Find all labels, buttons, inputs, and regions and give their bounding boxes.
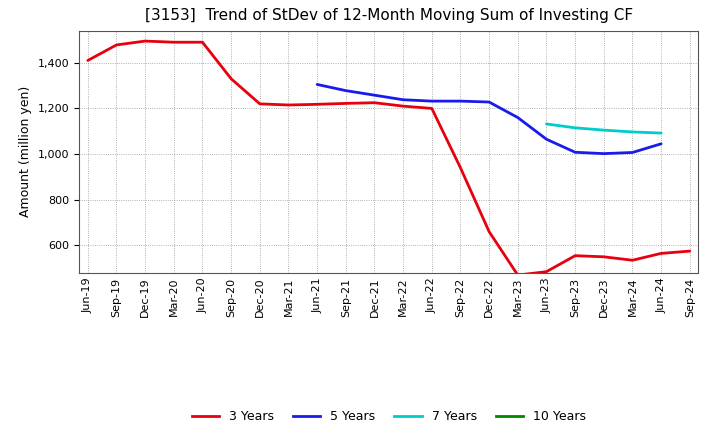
Title: [3153]  Trend of StDev of 12-Month Moving Sum of Investing CF: [3153] Trend of StDev of 12-Month Moving…	[145, 7, 633, 23]
Y-axis label: Amount (million yen): Amount (million yen)	[19, 86, 32, 217]
Legend: 3 Years, 5 Years, 7 Years, 10 Years: 3 Years, 5 Years, 7 Years, 10 Years	[186, 405, 591, 428]
